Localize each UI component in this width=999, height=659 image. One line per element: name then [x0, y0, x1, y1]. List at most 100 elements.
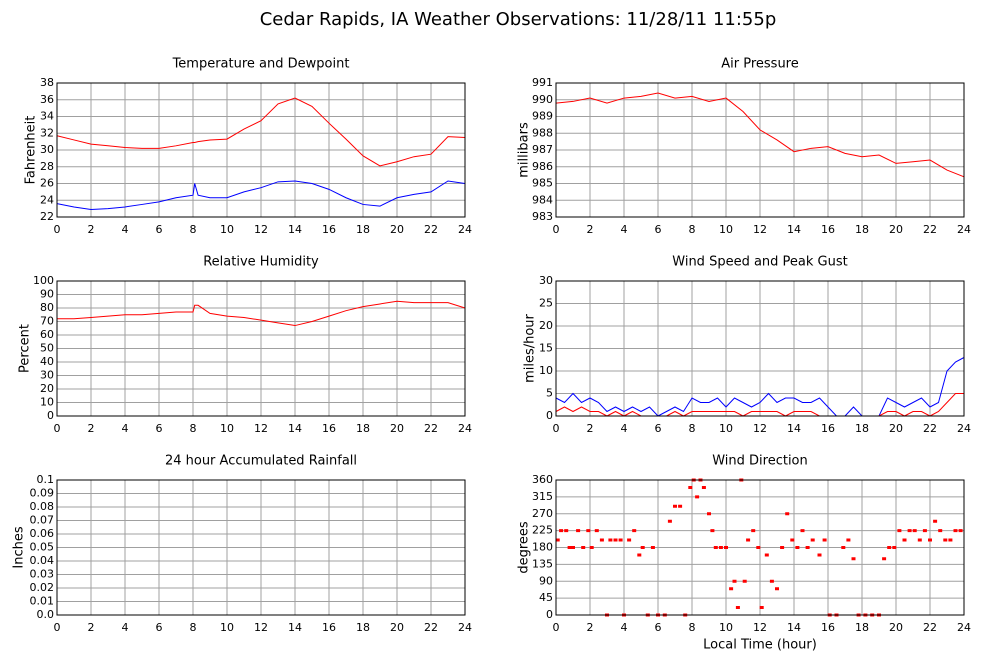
y-tick-label: 90: [539, 574, 553, 587]
panel-title: Wind Speed and Peak Gust: [672, 255, 847, 270]
data-point: [759, 606, 764, 609]
data-point: [608, 538, 613, 542]
data-point: [764, 553, 769, 557]
data-point: [710, 529, 715, 533]
y-axis-label: miles/hour: [523, 313, 538, 382]
y-tick-label: 28: [40, 160, 54, 173]
x-tick-label: 22: [424, 621, 438, 634]
panel-title: 24 hour Accumulated Rainfall: [165, 454, 357, 469]
data-point: [780, 546, 785, 549]
plot-frame: [555, 280, 965, 417]
data-line: [555, 92, 965, 178]
y-tick-label: 0.09: [30, 487, 55, 500]
x-tick-label: 2: [88, 422, 95, 435]
data-point: [795, 546, 800, 549]
data-point: [810, 538, 815, 542]
y-tick-label: 0.1: [37, 473, 55, 486]
panel-title: Relative Humidity: [203, 255, 319, 270]
x-tick-label: 20: [390, 422, 404, 435]
x-tick-label: 16: [322, 621, 336, 634]
y-tick-label: 50: [40, 342, 54, 355]
x-tick-label: 14: [787, 621, 801, 634]
data-point: [917, 538, 922, 542]
data-point: [695, 495, 700, 499]
y-tick-label: 988: [532, 126, 553, 139]
panel: Temperature and Dewpoint2224262830323436…: [24, 57, 473, 237]
y-tick-label: 983: [532, 210, 553, 223]
x-tick-label: 0: [54, 223, 61, 236]
y-tick-label: 0.06: [30, 527, 55, 540]
x-tick-label: 16: [322, 422, 336, 435]
y-tick-label: 38: [40, 76, 54, 89]
data-point: [790, 538, 795, 542]
y-axis-label: millibars: [517, 122, 532, 178]
panel-title: Air Pressure: [721, 57, 799, 72]
plot-frame: [56, 479, 466, 616]
data-point: [599, 538, 604, 542]
x-tick-label: 4: [122, 621, 129, 634]
x-tick-label: 16: [821, 621, 835, 634]
data-point: [564, 529, 569, 533]
data-point: [746, 538, 751, 542]
x-tick-label: 22: [923, 621, 937, 634]
data-point: [892, 546, 897, 549]
x-tick-label: 18: [855, 223, 869, 236]
y-tick-label: 0: [546, 608, 553, 621]
y-tick-label: 22: [40, 210, 54, 223]
y-tick-label: 0.07: [30, 514, 55, 527]
x-tick-label: 2: [587, 422, 594, 435]
x-tick-label: 18: [356, 223, 370, 236]
y-axis-label: Fahrenheit: [24, 116, 39, 185]
data-point: [581, 546, 586, 549]
data-point: [902, 538, 907, 542]
data-point: [650, 546, 655, 549]
y-tick-label: 26: [40, 177, 54, 190]
x-tick-label: 20: [889, 223, 903, 236]
data-point: [571, 546, 575, 549]
x-tick-label: 16: [322, 223, 336, 236]
data-point: [713, 546, 718, 549]
y-tick-label: 20: [539, 319, 553, 332]
y-tick-label: 20: [40, 382, 54, 395]
x-tick-label: 18: [855, 422, 869, 435]
x-tick-label: 0: [553, 223, 560, 236]
y-tick-label: 5: [546, 387, 553, 400]
data-point: [822, 538, 827, 542]
y-tick-label: 180: [532, 541, 553, 554]
x-tick-label: 14: [787, 422, 801, 435]
x-tick-label: 6: [156, 621, 163, 634]
x-tick-label: 12: [753, 621, 767, 634]
data-point: [887, 546, 892, 549]
data-point: [846, 538, 851, 542]
x-tick-label: 24: [458, 223, 472, 236]
x-tick-label: 12: [254, 223, 268, 236]
data-point: [732, 579, 737, 583]
x-tick-label: 2: [88, 621, 95, 634]
y-tick-label: 25: [539, 297, 553, 310]
x-tick-label: 10: [719, 621, 733, 634]
x-tick-label: 4: [621, 621, 628, 634]
y-tick-label: 0.08: [30, 500, 55, 513]
data-point: [632, 529, 637, 533]
y-tick-label: 0.01: [30, 595, 55, 608]
y-tick-label: 45: [539, 591, 553, 604]
x-tick-label: 20: [889, 621, 903, 634]
data-point: [933, 519, 938, 523]
panel: Relative Humidity01020304050607080901000…: [18, 255, 473, 436]
x-tick-label: 16: [821, 223, 835, 236]
x-tick-label: 10: [719, 223, 733, 236]
page-title: Cedar Rapids, IA Weather Observations: 1…: [260, 9, 777, 30]
x-tick-label: 18: [356, 422, 370, 435]
y-tick-label: 989: [532, 110, 553, 123]
data-point: [907, 529, 912, 533]
x-tick-label: 22: [923, 223, 937, 236]
data-point: [724, 546, 728, 549]
y-tick-label: 360: [532, 473, 553, 486]
data-point: [751, 529, 756, 533]
x-tick-label: 22: [424, 422, 438, 435]
x-tick-label: 14: [288, 223, 302, 236]
x-tick-label: 18: [855, 621, 869, 634]
data-point: [800, 529, 805, 533]
x-tick-label: 2: [88, 223, 95, 236]
